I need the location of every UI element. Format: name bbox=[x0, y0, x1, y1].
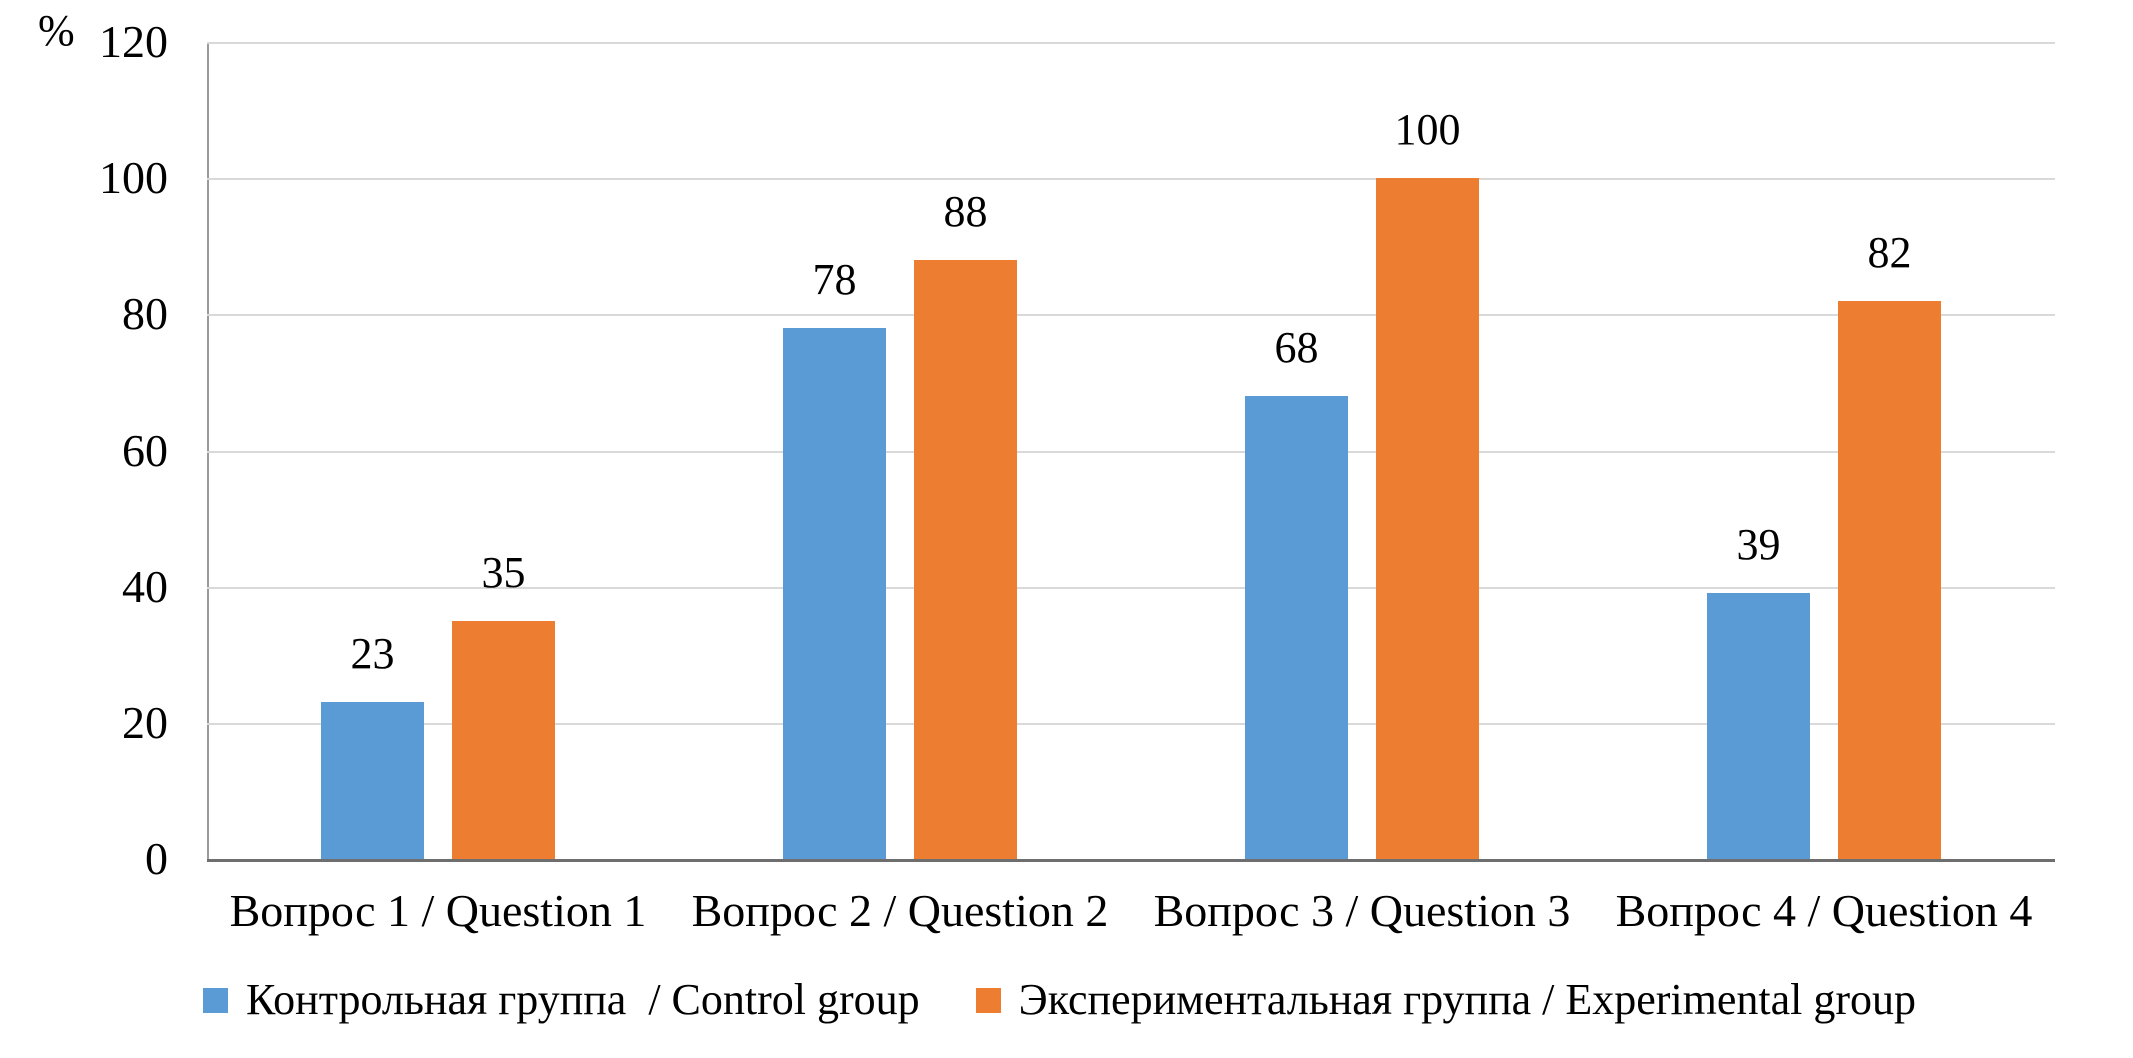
y-axis: 0 20 40 60 80 100 120 bbox=[0, 0, 168, 900]
y-tick-label: 40 bbox=[122, 560, 168, 612]
plot-area: 23 35 78 88 68 100 39 82 bbox=[207, 42, 2055, 862]
x-category-label: Вопрос 4 / Question 4 bbox=[1615, 885, 2033, 936]
x-axis: Вопрос 1 / Question 1 Вопрос 2 / Question… bbox=[207, 883, 2055, 943]
bar-value-label: 68 bbox=[1274, 323, 1319, 373]
bar-experimental-q3 bbox=[1376, 178, 1479, 859]
x-axis-line bbox=[207, 859, 2055, 862]
gridline bbox=[207, 722, 2055, 725]
gridline bbox=[207, 586, 2055, 589]
bar-control-q3 bbox=[1245, 396, 1348, 859]
gridline bbox=[207, 314, 2055, 317]
x-category-label: Вопрос 3 / Question 3 bbox=[1153, 885, 1571, 936]
gridline bbox=[207, 178, 2055, 181]
y-tick-label: 80 bbox=[122, 288, 168, 340]
x-category-label: Вопрос 1 / Question 1 bbox=[229, 885, 647, 936]
legend-item-experimental: Экспериментальная группа / Experimental … bbox=[975, 974, 1917, 1026]
legend-swatch-experimental bbox=[975, 987, 1001, 1013]
bar-control-q2 bbox=[783, 327, 886, 859]
y-tick-label: 20 bbox=[122, 696, 168, 748]
y-axis-unit-label: % bbox=[38, 6, 75, 55]
bar-control-q1 bbox=[321, 702, 424, 859]
bar-experimental-q1 bbox=[452, 620, 555, 859]
y-tick-label: 100 bbox=[99, 152, 168, 204]
gridline bbox=[207, 450, 2055, 453]
legend-swatch-control bbox=[203, 987, 228, 1013]
bar-value-label: 88 bbox=[943, 186, 988, 236]
bar-value-label: 39 bbox=[1736, 520, 1781, 570]
bar-value-label: 100 bbox=[1394, 105, 1461, 155]
legend: Контрольная группа / Control group Экспер… bbox=[203, 972, 1916, 1028]
bar-value-label: 23 bbox=[350, 629, 395, 679]
gridline bbox=[207, 42, 2055, 44]
bar-experimental-q4 bbox=[1838, 300, 1941, 859]
y-tick-label: 120 bbox=[99, 16, 168, 67]
legend-label: Контрольная группа / Control group bbox=[246, 975, 920, 1024]
legend-label: Экспериментальная группа / Experimental … bbox=[1018, 975, 1917, 1024]
y-tick-label: 0 bbox=[145, 833, 168, 884]
legend-item-control: Контрольная группа / Control group bbox=[203, 974, 920, 1026]
bar-value-label: 82 bbox=[1867, 227, 1912, 277]
bar-experimental-q2 bbox=[914, 259, 1017, 859]
bar-control-q4 bbox=[1707, 593, 1810, 859]
bar-value-label: 78 bbox=[812, 254, 857, 304]
bar-value-label: 35 bbox=[481, 547, 526, 597]
y-tick-label: 60 bbox=[122, 424, 168, 476]
x-category-label: Вопрос 2 / Question 2 bbox=[691, 885, 1109, 936]
